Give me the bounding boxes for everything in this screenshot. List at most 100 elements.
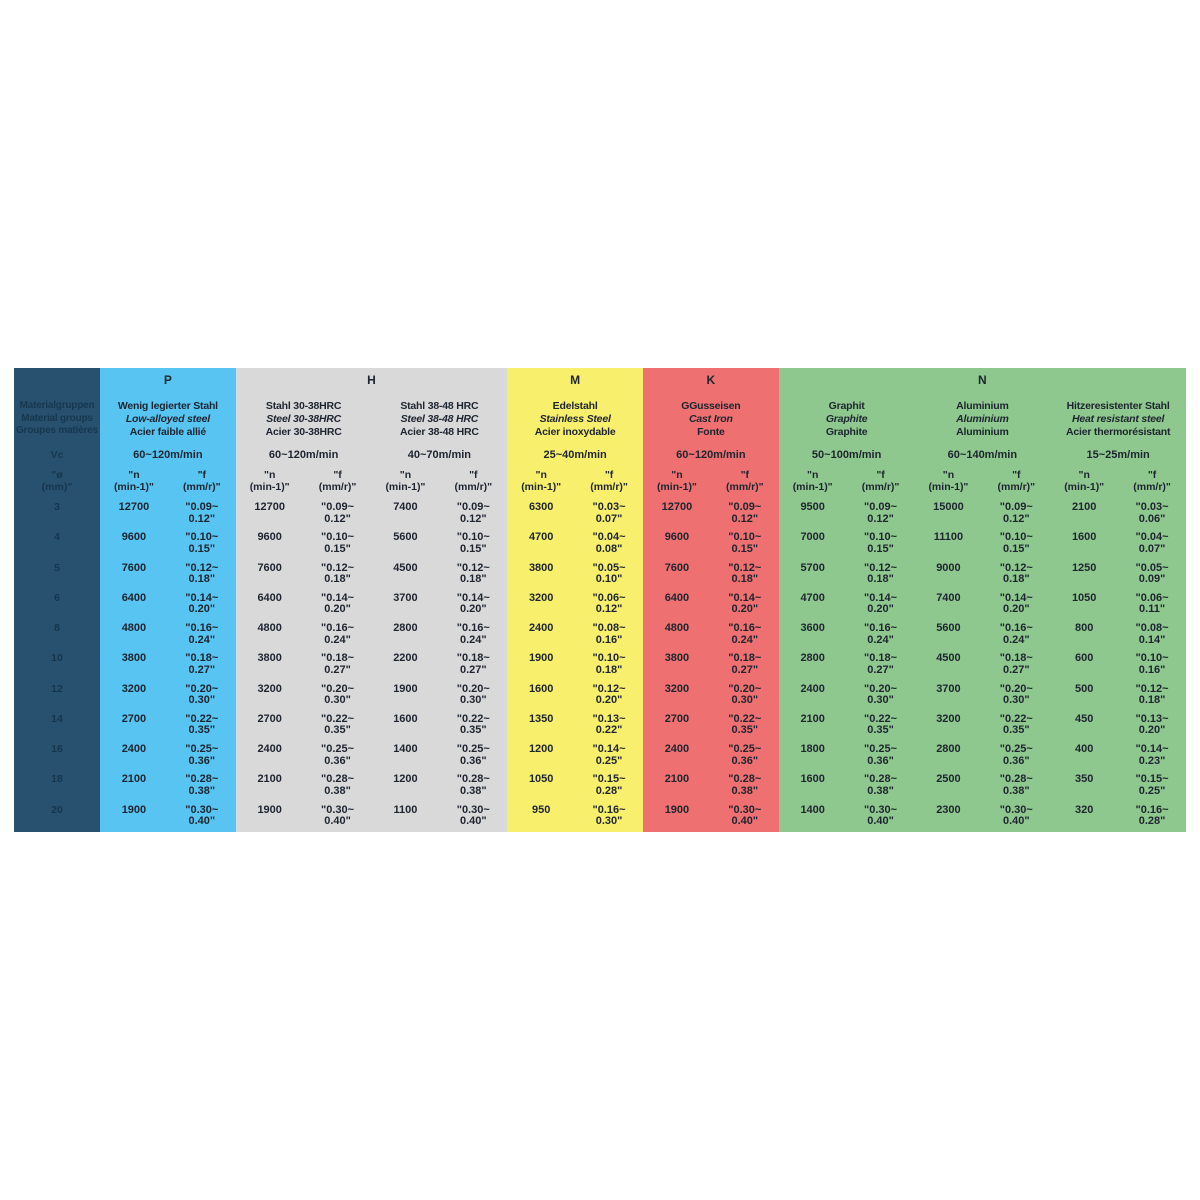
cell-k-n: 1900: [643, 801, 711, 832]
material-graphite: Graphit Graphite Graphite 50~100m/min "n…: [779, 389, 915, 499]
cutting-speed: 25~40m/min: [543, 449, 607, 461]
diameter-cell: 12: [14, 680, 100, 711]
cutting-speed: 60~120m/min: [268, 449, 339, 461]
cutting-data-table: Materialgruppen Material groups Groupes …: [14, 368, 1186, 832]
material-steel-30-38hrc: Stahl 30-38HRC Steel 30-38HRC Acier 30-3…: [236, 389, 372, 499]
diameter-label: "ø (mm)": [41, 469, 73, 493]
cell-h2-f: "0.28~ 0.38": [439, 771, 508, 802]
f-column-header: "f (mm/r)": [454, 469, 493, 493]
cell-h1-f: "0.16~ 0.24": [303, 620, 372, 651]
cell-p-n: 2700: [100, 710, 168, 742]
cell-m-f: "0.13~ 0.22": [575, 710, 643, 742]
cell-graphite-f: "0.30~ 0.40": [846, 801, 915, 832]
group-m-letter: M: [570, 373, 581, 387]
n-column-header: "n (min-1)": [249, 469, 290, 493]
n-column-header: "n (min-1)": [928, 469, 969, 493]
cell-graphite-f: "0.22~ 0.35": [846, 710, 915, 742]
nf-subheader: "n (min-1)" "f (mm/r)": [236, 464, 372, 499]
cell-heat-resistant-n: 320: [1050, 801, 1119, 832]
cell-k-f: "0.16~ 0.24": [710, 620, 779, 651]
material-cast-iron: GGusseisen Cast Iron Fonte 60~120m/min "…: [643, 389, 779, 499]
table-row: 16 2400 "0.25~ 0.36" 2400 "0.25~ 0.36" 1…: [14, 741, 1186, 772]
cell-graphite-n: 2400: [778, 680, 847, 711]
cell-k-n: 3200: [643, 680, 711, 711]
diameter-cell: 10: [14, 650, 100, 681]
cell-h2-f: "0.12~ 0.18": [439, 559, 508, 590]
cell-h2-n: 2800: [371, 620, 440, 651]
material-name-en: Cast Iron: [689, 412, 733, 425]
cell-graphite-n: 1400: [778, 801, 847, 832]
cell-h2-f: "0.10~ 0.15": [439, 529, 508, 560]
cell-h2-f: "0.25~ 0.36": [439, 741, 508, 772]
cell-p-n: 2400: [100, 741, 168, 772]
cell-k-f: "0.18~ 0.27": [710, 650, 779, 681]
vc-label: Vc: [50, 449, 64, 461]
nf-subheader: "n (min-1)" "f (mm/r)": [507, 464, 643, 499]
cell-heat-resistant-f: "0.10~ 0.16": [1118, 650, 1186, 681]
cell-h2-n: 4500: [371, 559, 440, 590]
material-groups-label-en: Material groups: [21, 412, 93, 424]
cell-h1-n: 3200: [235, 680, 304, 711]
cell-graphite-n: 7000: [778, 529, 847, 560]
cell-graphite-f: "0.20~ 0.30": [846, 680, 915, 711]
cell-m-f: "0.05~ 0.10": [575, 559, 643, 590]
cell-h1-f: "0.12~ 0.18": [303, 559, 372, 590]
cell-h1-n: 1900: [235, 801, 304, 832]
table-row: 4 9600 "0.10~ 0.15" 9600 "0.10~ 0.15" 56…: [14, 529, 1186, 560]
material-name-fr: Acier faible allié: [129, 425, 207, 438]
cell-k-n: 6400: [643, 589, 711, 621]
cell-k-n: 4800: [643, 620, 711, 651]
cell-h1-n: 2100: [235, 771, 304, 802]
cell-graphite-n: 4700: [778, 589, 847, 621]
cell-aluminium-n: 3200: [914, 710, 983, 742]
cell-aluminium-n: 9000: [914, 559, 983, 590]
group-m-pairs: Edelstahl Stainless Steel Acier inoxydab…: [507, 389, 643, 499]
cell-p-n: 12700: [100, 499, 168, 530]
material-name-de: Stahl 30-38HRC: [265, 399, 342, 412]
cell-graphite-n: 3600: [778, 620, 847, 651]
cell-graphite-f: "0.25~ 0.36": [846, 741, 915, 772]
diameter-cell: 20: [14, 801, 100, 832]
cell-heat-resistant-f: "0.04~ 0.07": [1118, 529, 1186, 560]
material-name: Hitzeresistenter Stahl Heat resistant st…: [1050, 389, 1186, 449]
material-name: Edelstahl Stainless Steel Acier inoxydab…: [507, 389, 643, 449]
cell-h1-f: "0.30~ 0.40": [303, 801, 372, 832]
f-column-header: "f (mm/r)": [997, 469, 1036, 493]
material-aluminium: Aluminium Aluminium Aluminium 60~140m/mi…: [915, 389, 1051, 499]
cell-m-n: 6300: [507, 499, 576, 530]
material-name-de: Edelstahl: [552, 399, 598, 412]
f-column-header: "f (mm/r)": [1133, 469, 1171, 493]
material-groups-header-cell: Materialgruppen Material groups Groupes …: [14, 368, 100, 499]
cell-heat-resistant-f: "0.03~ 0.06": [1118, 499, 1186, 530]
cell-m-n: 3800: [507, 559, 576, 590]
cell-heat-resistant-n: 500: [1050, 680, 1119, 711]
material-name-de: Wenig legierter Stahl: [117, 399, 218, 412]
cell-p-n: 6400: [100, 589, 168, 621]
cell-h2-f: "0.18~ 0.27": [439, 650, 508, 681]
material-name: GGusseisen Cast Iron Fonte: [643, 389, 779, 449]
n-column-header: "n (min-1)": [521, 469, 562, 493]
material-name: Stahl 30-38HRC Steel 30-38HRC Acier 30-3…: [236, 389, 372, 449]
cutting-speed: 60~120m/min: [676, 449, 746, 461]
nf-subheader: "n (min-1)" "f (mm/r)": [372, 464, 508, 499]
cell-h1-n: 7600: [235, 559, 304, 590]
material-name-de: GGusseisen: [681, 399, 741, 412]
group-n: N Graphit Graphite Graphite 50~100m/min …: [778, 368, 1186, 499]
cell-heat-resistant-n: 400: [1050, 741, 1119, 772]
cell-p-f: "0.12~ 0.18": [167, 559, 236, 590]
cell-h2-n: 1100: [371, 801, 440, 832]
cell-h2-n: 5600: [371, 529, 440, 560]
cell-p-n: 2100: [100, 771, 168, 802]
material-name-en: Steel 30-38HRC: [266, 412, 342, 425]
group-k-pairs: GGusseisen Cast Iron Fonte 60~120m/min "…: [643, 389, 779, 499]
cell-heat-resistant-f: "0.13~ 0.20": [1118, 710, 1186, 742]
cell-h1-f: "0.28~ 0.38": [303, 771, 372, 802]
cell-p-f: "0.09~ 0.12": [167, 499, 236, 530]
table-header: Materialgruppen Material groups Groupes …: [14, 368, 1186, 499]
cell-aluminium-f: "0.28~ 0.38": [982, 771, 1051, 802]
cell-h2-n: 2200: [371, 650, 440, 681]
f-column-header: "f (mm/r)": [725, 469, 764, 493]
table-body: 3 12700 "0.09~ 0.12" 12700 "0.09~ 0.12" …: [14, 499, 1186, 832]
cell-aluminium-n: 3700: [914, 680, 983, 711]
cell-m-f: "0.14~ 0.25": [575, 741, 643, 772]
